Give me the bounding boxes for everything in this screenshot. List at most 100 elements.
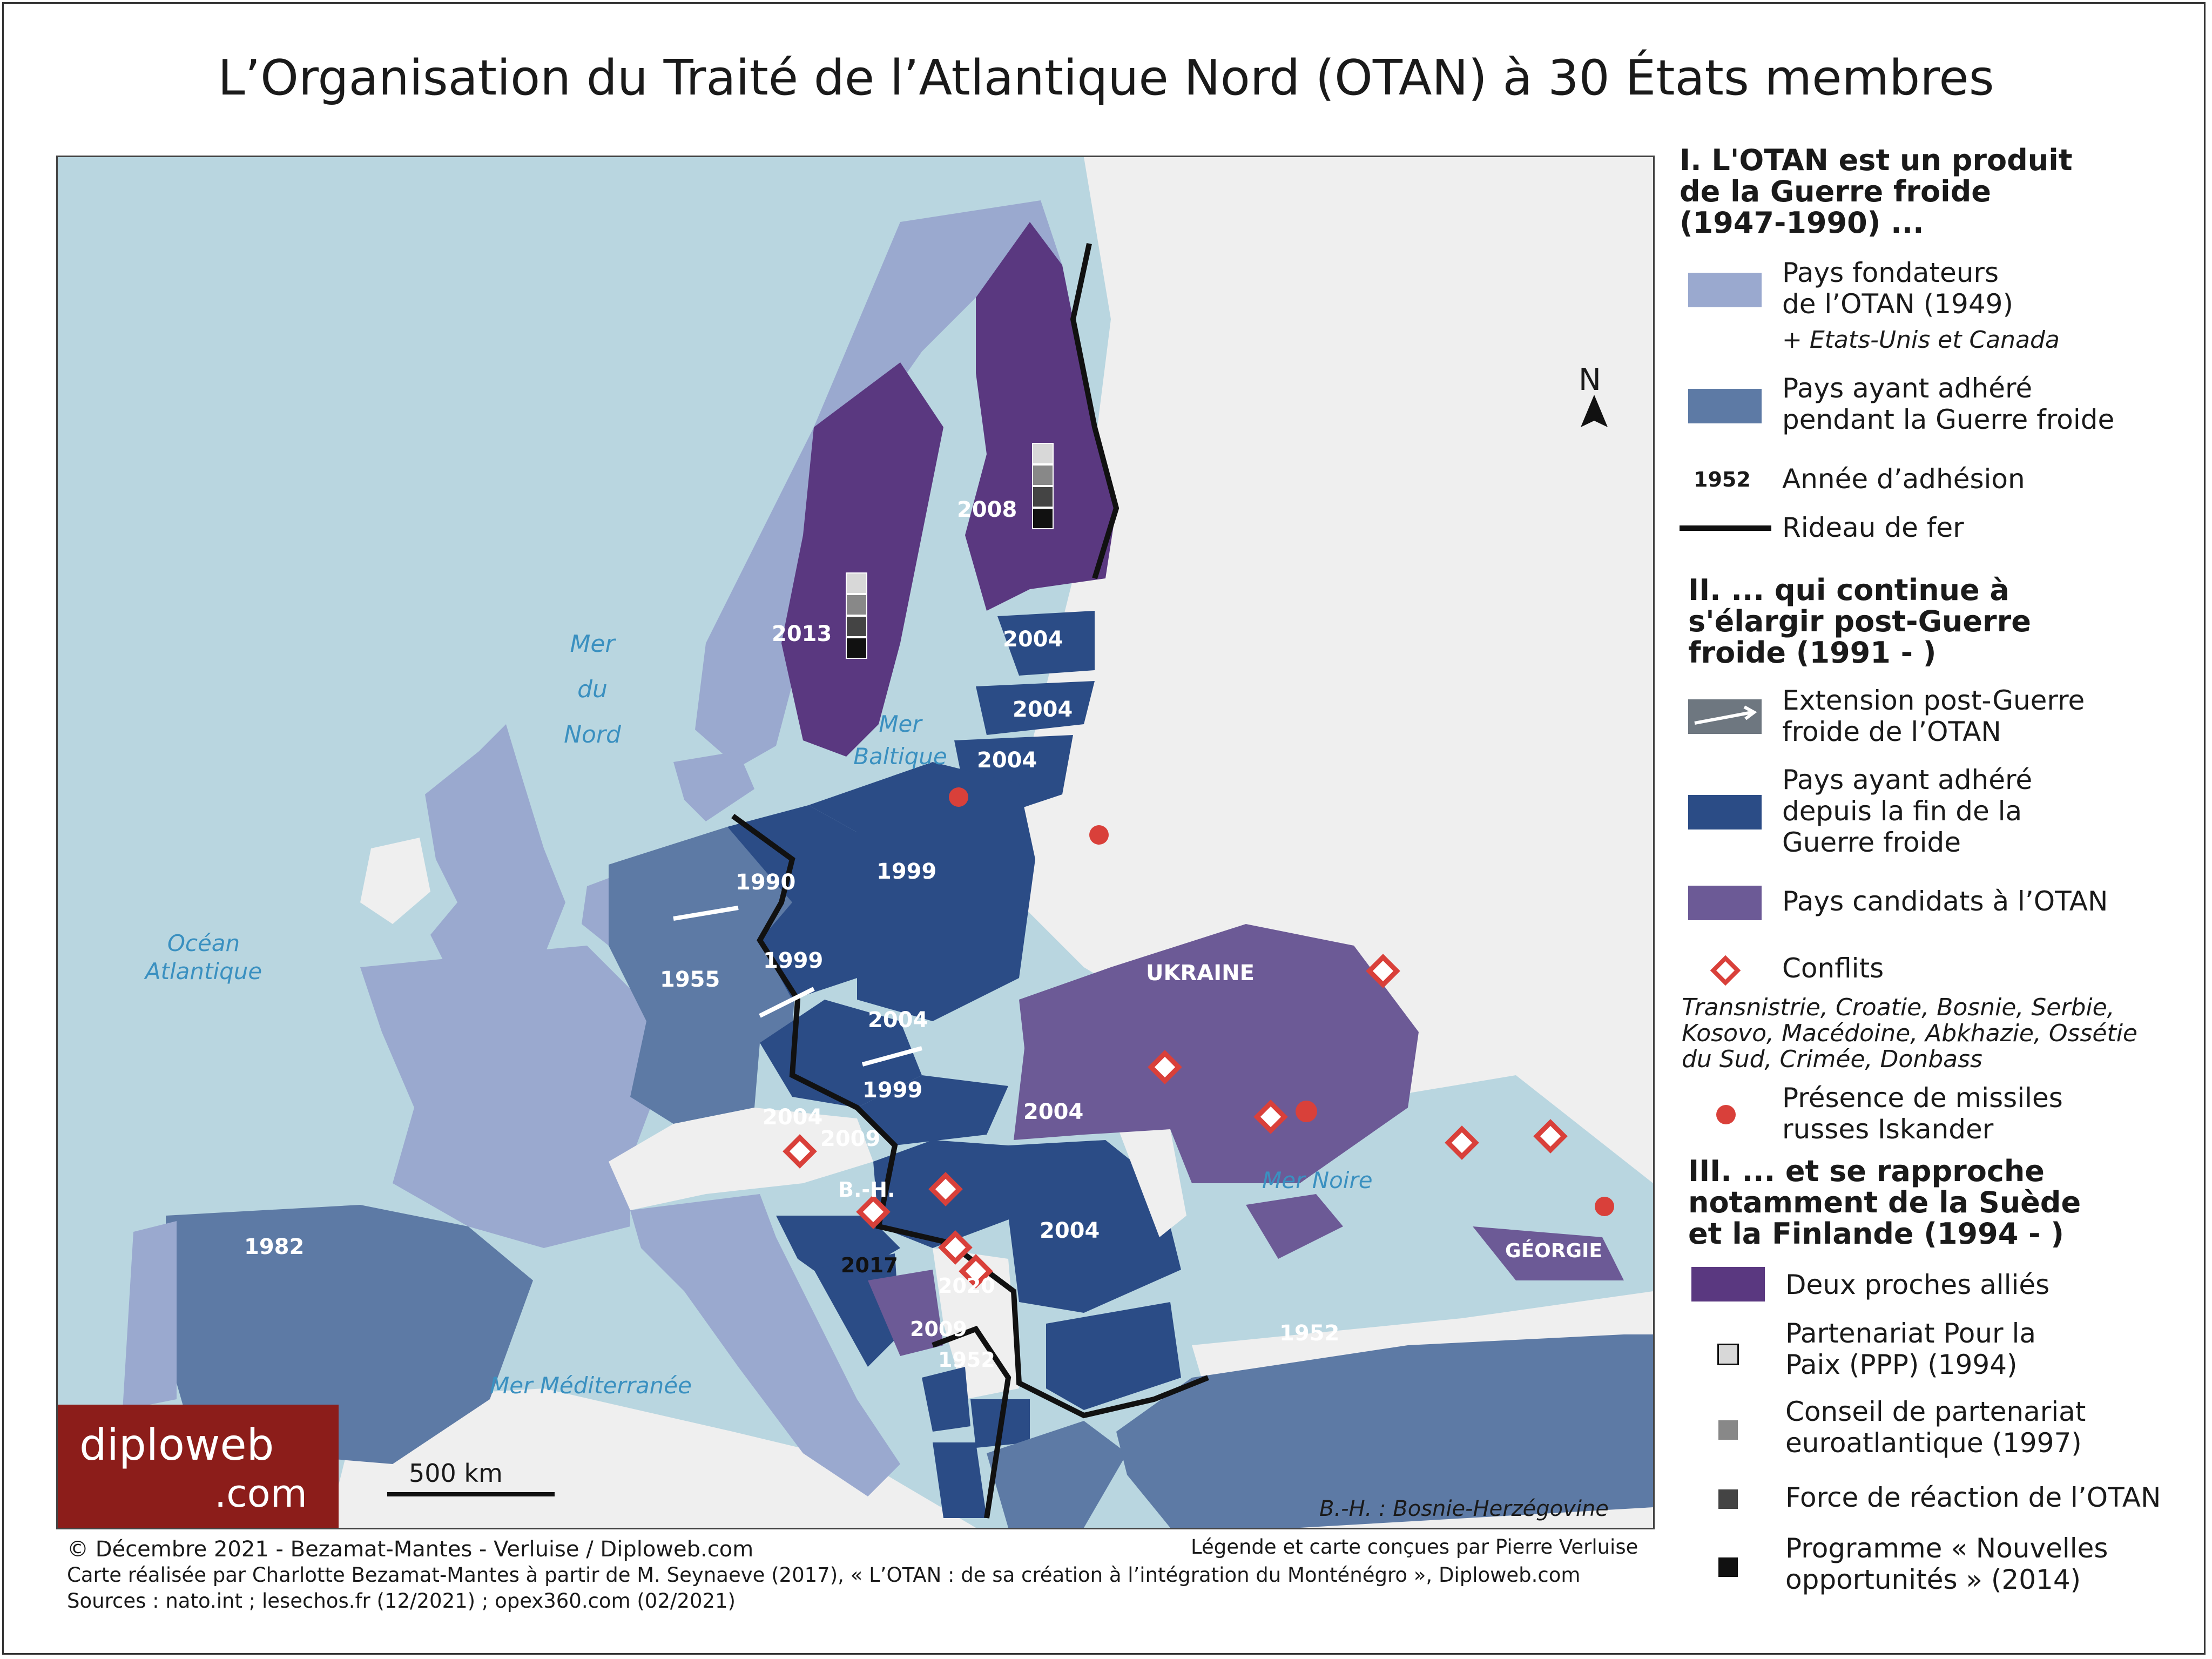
year-czechia: 1999 [763, 948, 824, 973]
finland [965, 222, 1116, 611]
extension-arrow-icon [1694, 705, 1757, 725]
ppp-label: Partenariat Pour la Paix (PPP) (1994) [1785, 1318, 2036, 1380]
extension-label: Extension post-Guerre froide de l’OTAN [1782, 685, 2085, 747]
estonia [997, 611, 1095, 676]
moldova [1116, 1124, 1186, 1237]
founders-swatch [1688, 273, 1762, 307]
council-label: Conseil de partenariat euroatlantique (19… [1785, 1396, 2086, 1459]
iskander-markers [949, 787, 1614, 1216]
council-swatch [1718, 1420, 1738, 1440]
year-spain: 1982 [244, 1235, 305, 1259]
west-germany [609, 827, 803, 1124]
legend-section-3-title: III. ... et se rapproche notamment de la … [1688, 1154, 2081, 1251]
iskander-kaliningrad [949, 787, 968, 807]
source-line-2: Sources : nato.int ; lesechos.fr (12/202… [67, 1589, 736, 1613]
conflict-macedonia [959, 1254, 993, 1289]
page-title: L’Organisation du Traité de l’Atlantique… [218, 50, 1994, 106]
conflict-bosnia [856, 1195, 891, 1229]
atlantic-label: Océan Atlantique [145, 930, 262, 984]
bosnia [868, 1270, 943, 1356]
force-label: Force de réaction de l’OTAN [1785, 1482, 2161, 1513]
denmark [673, 751, 754, 821]
map-svg [58, 157, 1653, 1528]
founders-note: + Etats-Unis et Canada [1782, 326, 2060, 354]
conflicts-label: Conflits [1782, 953, 1884, 984]
conflict-croatia [783, 1134, 817, 1169]
romania [1008, 1140, 1181, 1313]
bh-note: B.-H. : Bosnie-Herzégovine [1319, 1496, 1609, 1521]
programme-label: Programme « Nouvelles opportunités » (201… [1785, 1533, 2108, 1595]
diploweb-logo-text: diploweb .com [79, 1420, 307, 1516]
conflicts-list: Transnistrie, Croatie, Bosnie, Serbie, Ko… [1682, 994, 2137, 1073]
year-germany: 1955 [660, 967, 720, 992]
programme-swatch [1718, 1557, 1738, 1577]
year-greece: 1952 [938, 1348, 995, 1372]
candidates-swatch [1688, 886, 1762, 920]
conflict-crimea [1253, 1100, 1288, 1134]
year-finland: 2008 [957, 497, 1017, 522]
iskander-label: Présence de missiles russes Iskander [1782, 1082, 2063, 1145]
iskander-armenia [1595, 1197, 1614, 1216]
turkey [1116, 1334, 1653, 1528]
sweden [781, 362, 943, 757]
legend-section-1-title: I. L'OTAN est un produit de la Guerre fro… [1680, 143, 2073, 240]
iskander-belarus [1089, 825, 1109, 845]
ppp-swatch [1717, 1344, 1739, 1365]
year-poland: 1999 [876, 859, 937, 884]
latvia [976, 681, 1095, 735]
conflict-donbass [1366, 954, 1400, 988]
post-cold-war-swatch [1688, 795, 1762, 830]
united-kingdom [425, 724, 565, 978]
year-label: Année d’adhésion [1782, 463, 2025, 495]
iskander-dot-icon [1716, 1105, 1736, 1124]
year-east-germany: 1990 [736, 870, 796, 895]
diploweb-logo [58, 1405, 339, 1528]
conflict-kosovo [938, 1230, 973, 1265]
portugal [123, 1221, 177, 1410]
legend: I. L'OTAN est un produit de la Guerre fro… [1680, 0, 2198, 1659]
cold-war-label: Pays ayant adhéré pendant la Guerre froid… [1782, 373, 2115, 435]
iskander-crimea [1296, 1101, 1317, 1122]
montenegro [922, 1367, 970, 1432]
crimea [1246, 1194, 1343, 1259]
scale-label: 500 km [409, 1459, 503, 1488]
copyright: © Décembre 2021 - Bezamat-Mantes - Verlu… [67, 1537, 754, 1562]
year-macedonia: 2020 [938, 1274, 995, 1298]
bulgaria [1046, 1302, 1181, 1410]
mediterranean-label: Mer Méditerranée [490, 1372, 692, 1399]
year-croatia: 2009 [820, 1127, 881, 1151]
iron-curtain-swatch [1680, 525, 1771, 531]
year-romania: 2004 [1023, 1100, 1084, 1124]
italy [630, 1194, 900, 1496]
iron-curtain [731, 242, 1209, 1519]
black-sea-label: Mer Noire [1262, 1167, 1373, 1193]
conflict-transnistria [1148, 1050, 1182, 1084]
albania [933, 1442, 987, 1518]
year-hungary: 1999 [862, 1078, 923, 1103]
year-turkey: 1952 [1279, 1321, 1340, 1346]
conflict-serbia [928, 1172, 963, 1206]
north-arrow-icon [1581, 395, 1608, 427]
curtain-label: Rideau de fer [1782, 512, 1964, 543]
ukraine-label: UKRAINE [1146, 961, 1255, 986]
georgia [1473, 1226, 1624, 1280]
sweden-partnership-squares [846, 572, 867, 659]
allies-swatch [1691, 1267, 1765, 1301]
georgia-label: GÉORGIE [1505, 1240, 1602, 1262]
slovenia [776, 1216, 900, 1286]
founders-label: Pays fondateurs de l’OTAN (1949) [1782, 257, 2013, 320]
extension-arrow-2 [759, 987, 815, 1018]
force-swatch [1718, 1489, 1738, 1509]
poland [808, 762, 1035, 1021]
extension-arrows [673, 906, 923, 1067]
source-line-1: Carte réalisée par Charlotte Bezamat-Man… [67, 1563, 1581, 1587]
ireland [360, 838, 430, 924]
slovakia [857, 1075, 1008, 1145]
north-sea-label: Mer du Nord [564, 630, 621, 748]
baltic-label: Mer Baltique [853, 711, 947, 770]
east-germany [727, 805, 857, 1000]
year-sample: 1952 [1694, 468, 1751, 491]
conflict-abkhazia [1445, 1125, 1479, 1160]
extension-arrow-1 [673, 906, 739, 921]
